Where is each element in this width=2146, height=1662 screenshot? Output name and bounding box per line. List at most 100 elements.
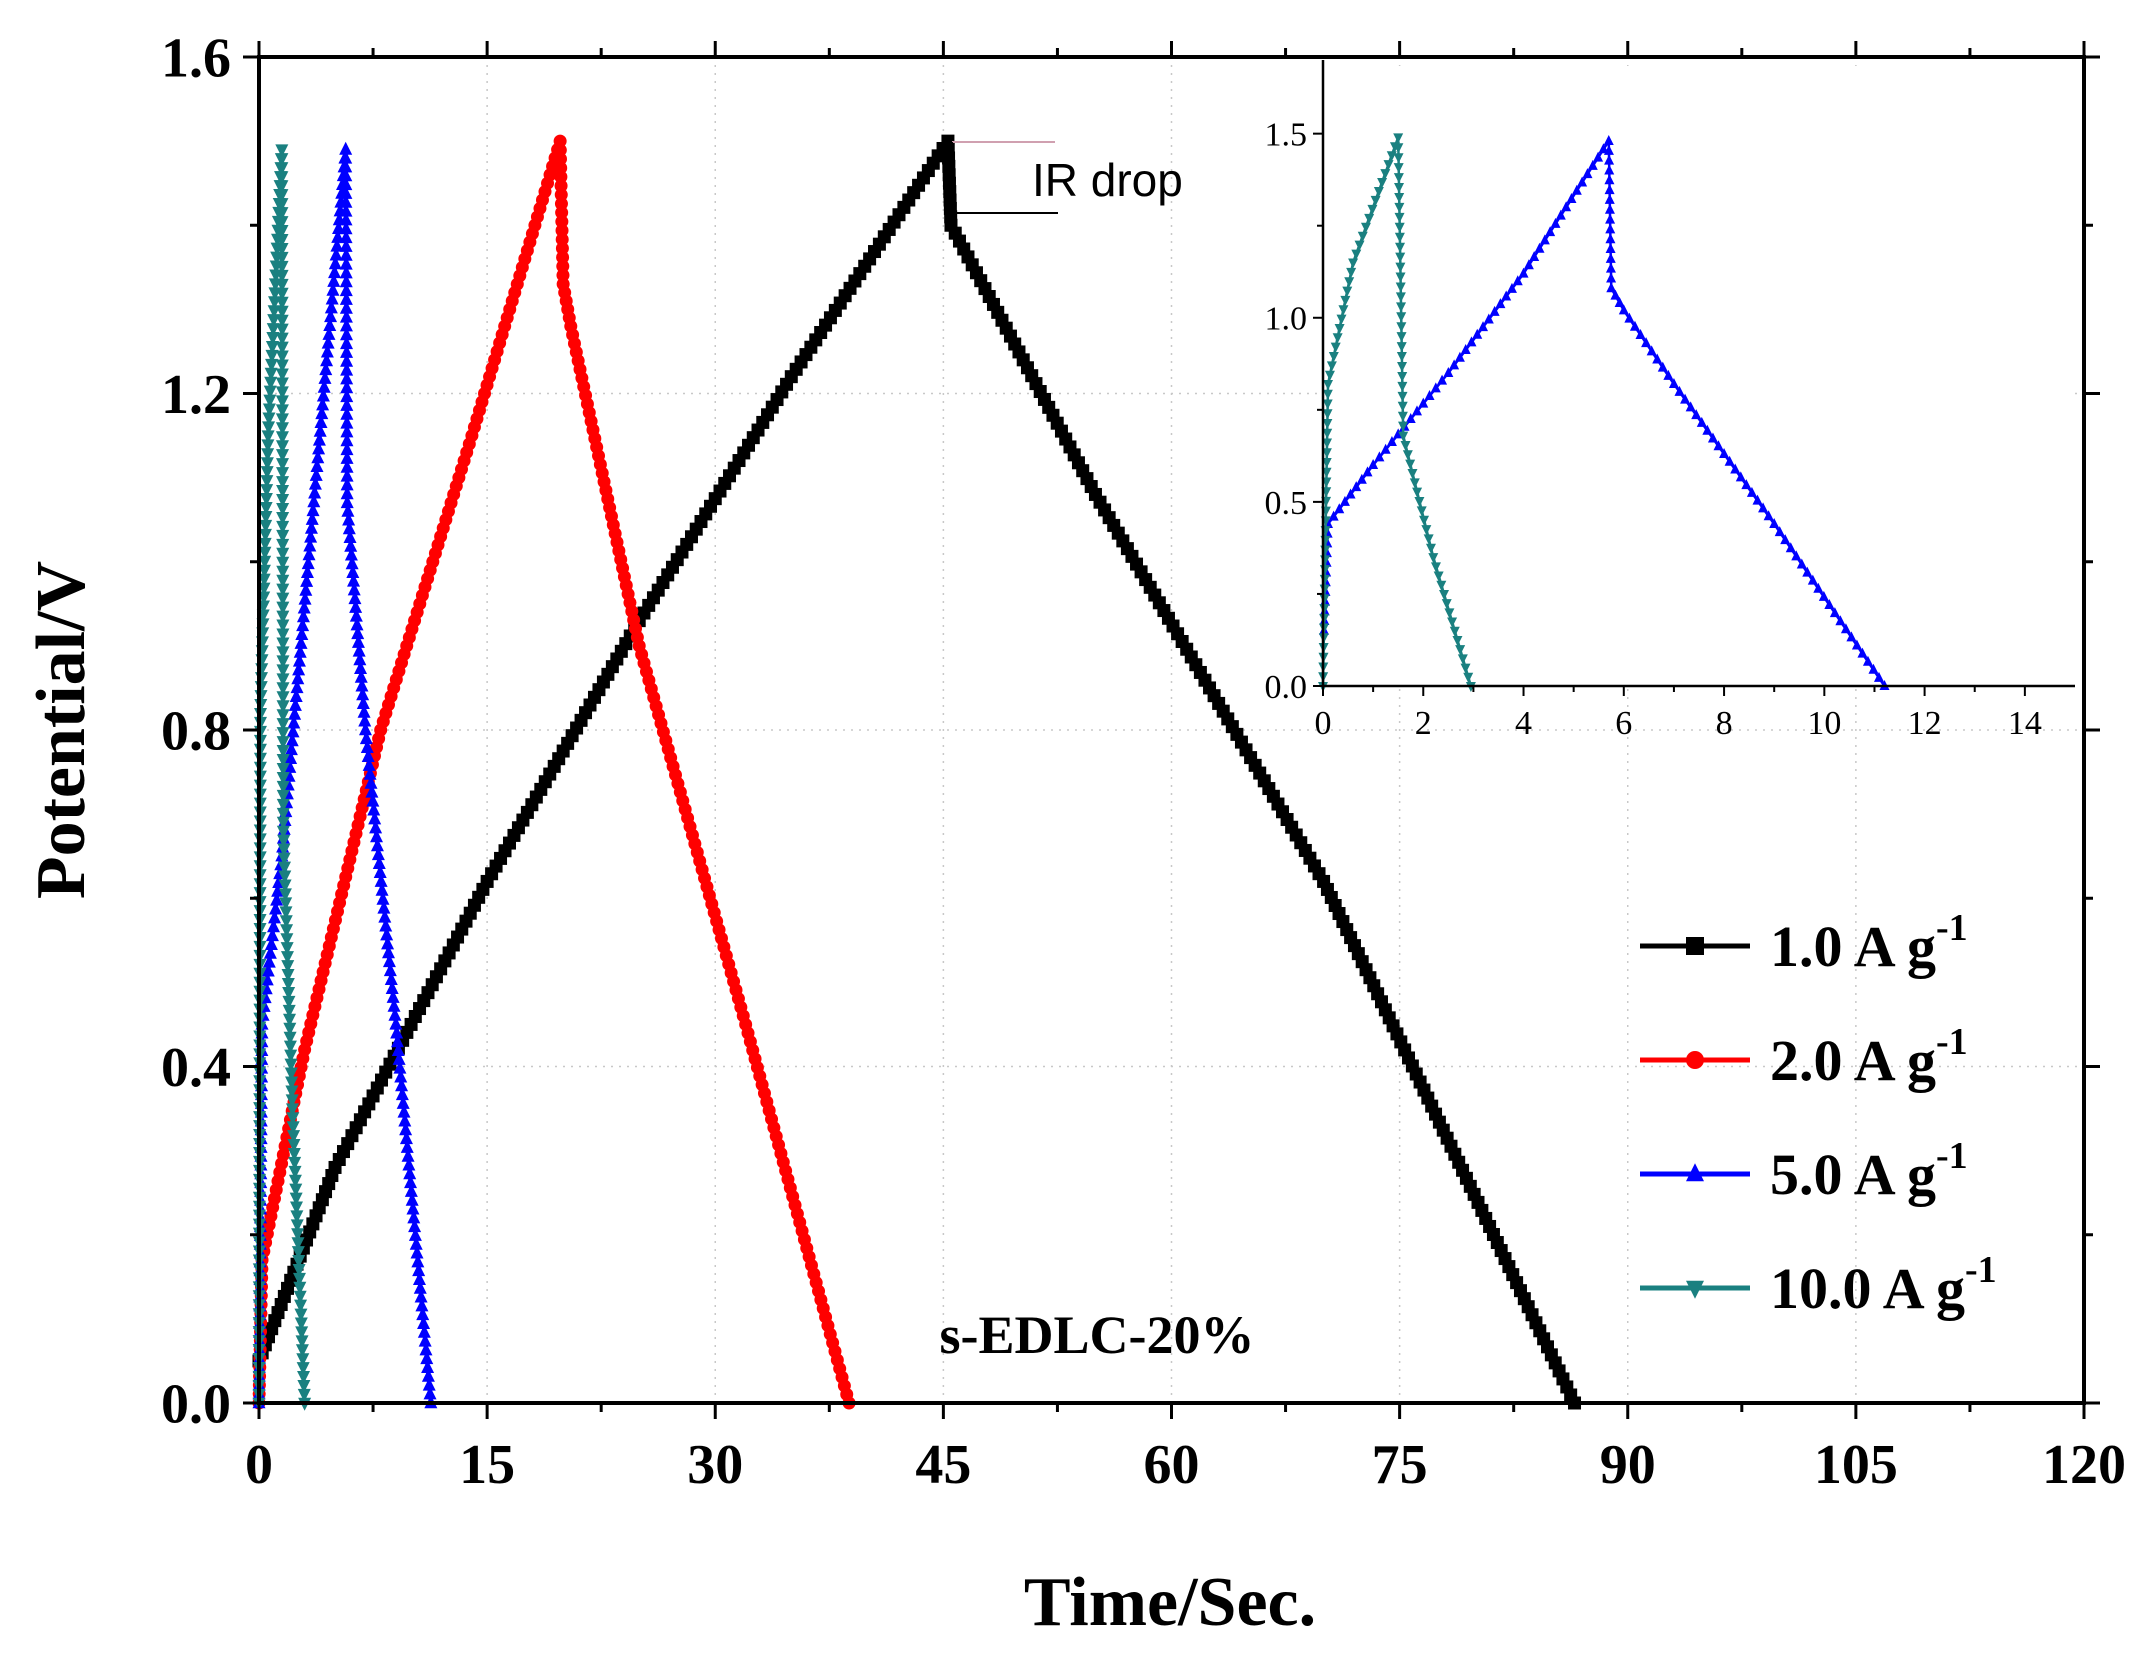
- data-point: [275, 332, 289, 346]
- ir-drop-label: IR drop: [1032, 154, 1183, 206]
- y-axis-label: Potential/V: [23, 561, 100, 899]
- data-point: [313, 423, 327, 437]
- data-point: [276, 467, 290, 481]
- data-point: [340, 468, 354, 482]
- data-point: [1529, 251, 1540, 262]
- data-point: [340, 371, 354, 385]
- legend-item-3: 5.0 A g-1: [1640, 1135, 1968, 1207]
- data-point: [1561, 201, 1572, 212]
- data-point: [419, 1342, 433, 1356]
- data-point: [1604, 203, 1615, 214]
- data-point: [260, 466, 274, 480]
- data-point: [1606, 282, 1617, 293]
- data-point: [288, 1174, 302, 1188]
- data-point: [369, 820, 383, 834]
- data-point: [1604, 154, 1615, 165]
- data-point: [340, 495, 354, 509]
- data-point: [276, 691, 290, 705]
- data-point: [280, 942, 294, 956]
- data-point: [275, 278, 289, 292]
- x-tick-label: 0: [245, 1434, 273, 1496]
- data-point: [265, 340, 279, 354]
- data-point: [276, 736, 290, 750]
- data-point: [1396, 322, 1407, 333]
- data-point: [276, 709, 290, 723]
- data-point: [276, 700, 290, 714]
- data-point: [395, 1078, 409, 1092]
- data-point: [1409, 478, 1420, 489]
- legend-label: 1.0 A g-1: [1770, 907, 1968, 979]
- data-point: [276, 646, 290, 660]
- data-point: [399, 1131, 413, 1145]
- data-point: [1394, 232, 1405, 243]
- data-point: [275, 269, 289, 283]
- data-point: [276, 718, 290, 732]
- data-point: [290, 1210, 304, 1224]
- data-point: [382, 945, 396, 959]
- data-point: [262, 954, 276, 968]
- data-point: [276, 529, 290, 543]
- data-point: [303, 538, 317, 552]
- data-point: [291, 671, 305, 685]
- data-point: [1377, 178, 1388, 189]
- data-point: [1368, 459, 1379, 470]
- data-point: [1345, 488, 1356, 499]
- data-point: [1396, 332, 1407, 343]
- data-point: [281, 969, 295, 983]
- data-point: [260, 484, 274, 498]
- data-point: [352, 643, 366, 657]
- data-point: [293, 1281, 307, 1295]
- data-point: [1603, 144, 1614, 155]
- data-point: [376, 891, 390, 905]
- data-point: [260, 972, 274, 986]
- data-point: [1396, 302, 1407, 313]
- data-point: [1328, 352, 1339, 363]
- data-point: [368, 811, 382, 825]
- data-point: [339, 291, 353, 305]
- data-point: [1785, 542, 1796, 553]
- data-point: [392, 1051, 406, 1065]
- data-point: [275, 350, 289, 364]
- data-point: [263, 394, 277, 408]
- data-point: [258, 528, 272, 542]
- data-point: [1393, 153, 1404, 164]
- data-point: [1395, 272, 1406, 283]
- data-point: [1395, 282, 1406, 293]
- data-point: [275, 216, 289, 230]
- data-point: [275, 413, 289, 427]
- legend-marker: [1686, 1051, 1704, 1069]
- data-point: [1593, 151, 1604, 162]
- data-point: [1421, 525, 1432, 536]
- series-2: [1318, 133, 1476, 692]
- data-point: [1423, 534, 1434, 545]
- data-point: [1394, 212, 1405, 223]
- data-point: [1741, 479, 1752, 490]
- data-point: [1374, 451, 1385, 462]
- data-point: [1605, 233, 1616, 244]
- data-point: [263, 945, 277, 959]
- data-point: [1322, 399, 1333, 410]
- data-point: [1598, 143, 1609, 154]
- data-point: [398, 1113, 412, 1127]
- x-tick-label: 4: [1515, 705, 1532, 742]
- data-point: [408, 1219, 422, 1233]
- data-point: [1395, 292, 1406, 303]
- data-point: [1587, 159, 1598, 170]
- y-tick-label: 1.6: [161, 28, 231, 90]
- data-point: [294, 1299, 308, 1313]
- data-point: [365, 784, 379, 798]
- data-point: [1713, 440, 1724, 451]
- data-point: [1396, 312, 1407, 323]
- legend-marker: [1686, 1280, 1704, 1299]
- data-point: [355, 678, 369, 692]
- data-point: [258, 546, 272, 560]
- data-point: [262, 421, 276, 435]
- data-point: [1321, 448, 1332, 459]
- data-point: [407, 1210, 421, 1224]
- data-point: [1691, 409, 1702, 420]
- data-point: [275, 180, 289, 194]
- y-tick-label: 1.2: [161, 364, 231, 426]
- data-point: [275, 189, 289, 203]
- data-point: [349, 599, 363, 613]
- data-point: [1577, 176, 1588, 187]
